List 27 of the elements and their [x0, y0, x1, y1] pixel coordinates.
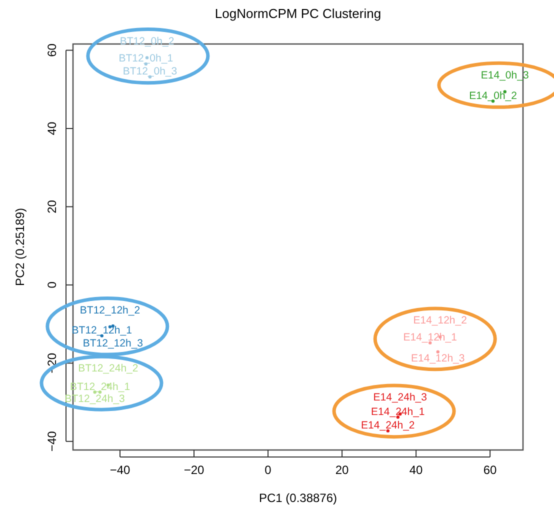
- data-label: E14_12h_1: [403, 332, 458, 344]
- x-axis-title: PC1 (0.38876): [258, 491, 338, 505]
- y-tick-label: 0: [45, 281, 59, 288]
- y-tick-label: 60: [45, 43, 59, 57]
- x-tick-label: 0: [264, 463, 272, 477]
- x-tick-label: −40: [110, 463, 130, 477]
- x-tick-label: −20: [184, 463, 205, 477]
- x-tick-label: 40: [409, 463, 424, 477]
- y-tick-label: −40: [45, 430, 59, 452]
- y-tick-label: 40: [45, 121, 59, 136]
- data-label: E14_0h_2: [469, 90, 518, 102]
- data-label: BT12_12h_2: [80, 304, 140, 316]
- chart-title: LogNormCPM PC Clustering: [214, 6, 382, 21]
- point: [436, 350, 440, 354]
- data-label: BT12_24h_2: [78, 362, 138, 375]
- data-label: E14_24h_1: [371, 406, 425, 418]
- y-tick-label: 20: [45, 200, 59, 214]
- y-axis-title: PC2 (0.25189): [13, 208, 27, 286]
- data-label: BT12_12h_3: [82, 338, 144, 350]
- data-label: E14_24h_2: [361, 420, 415, 432]
- data-label: BT12_0h_1: [118, 52, 174, 65]
- x-tick-label: 60: [483, 463, 498, 477]
- data-label: BT12_0h_3: [122, 66, 178, 78]
- data-label: E14_24h_3: [373, 392, 428, 404]
- data-label: E14_12h_2: [413, 314, 468, 327]
- x-tick-label: 20: [335, 463, 350, 477]
- data-label: E14_12h_3: [411, 352, 465, 364]
